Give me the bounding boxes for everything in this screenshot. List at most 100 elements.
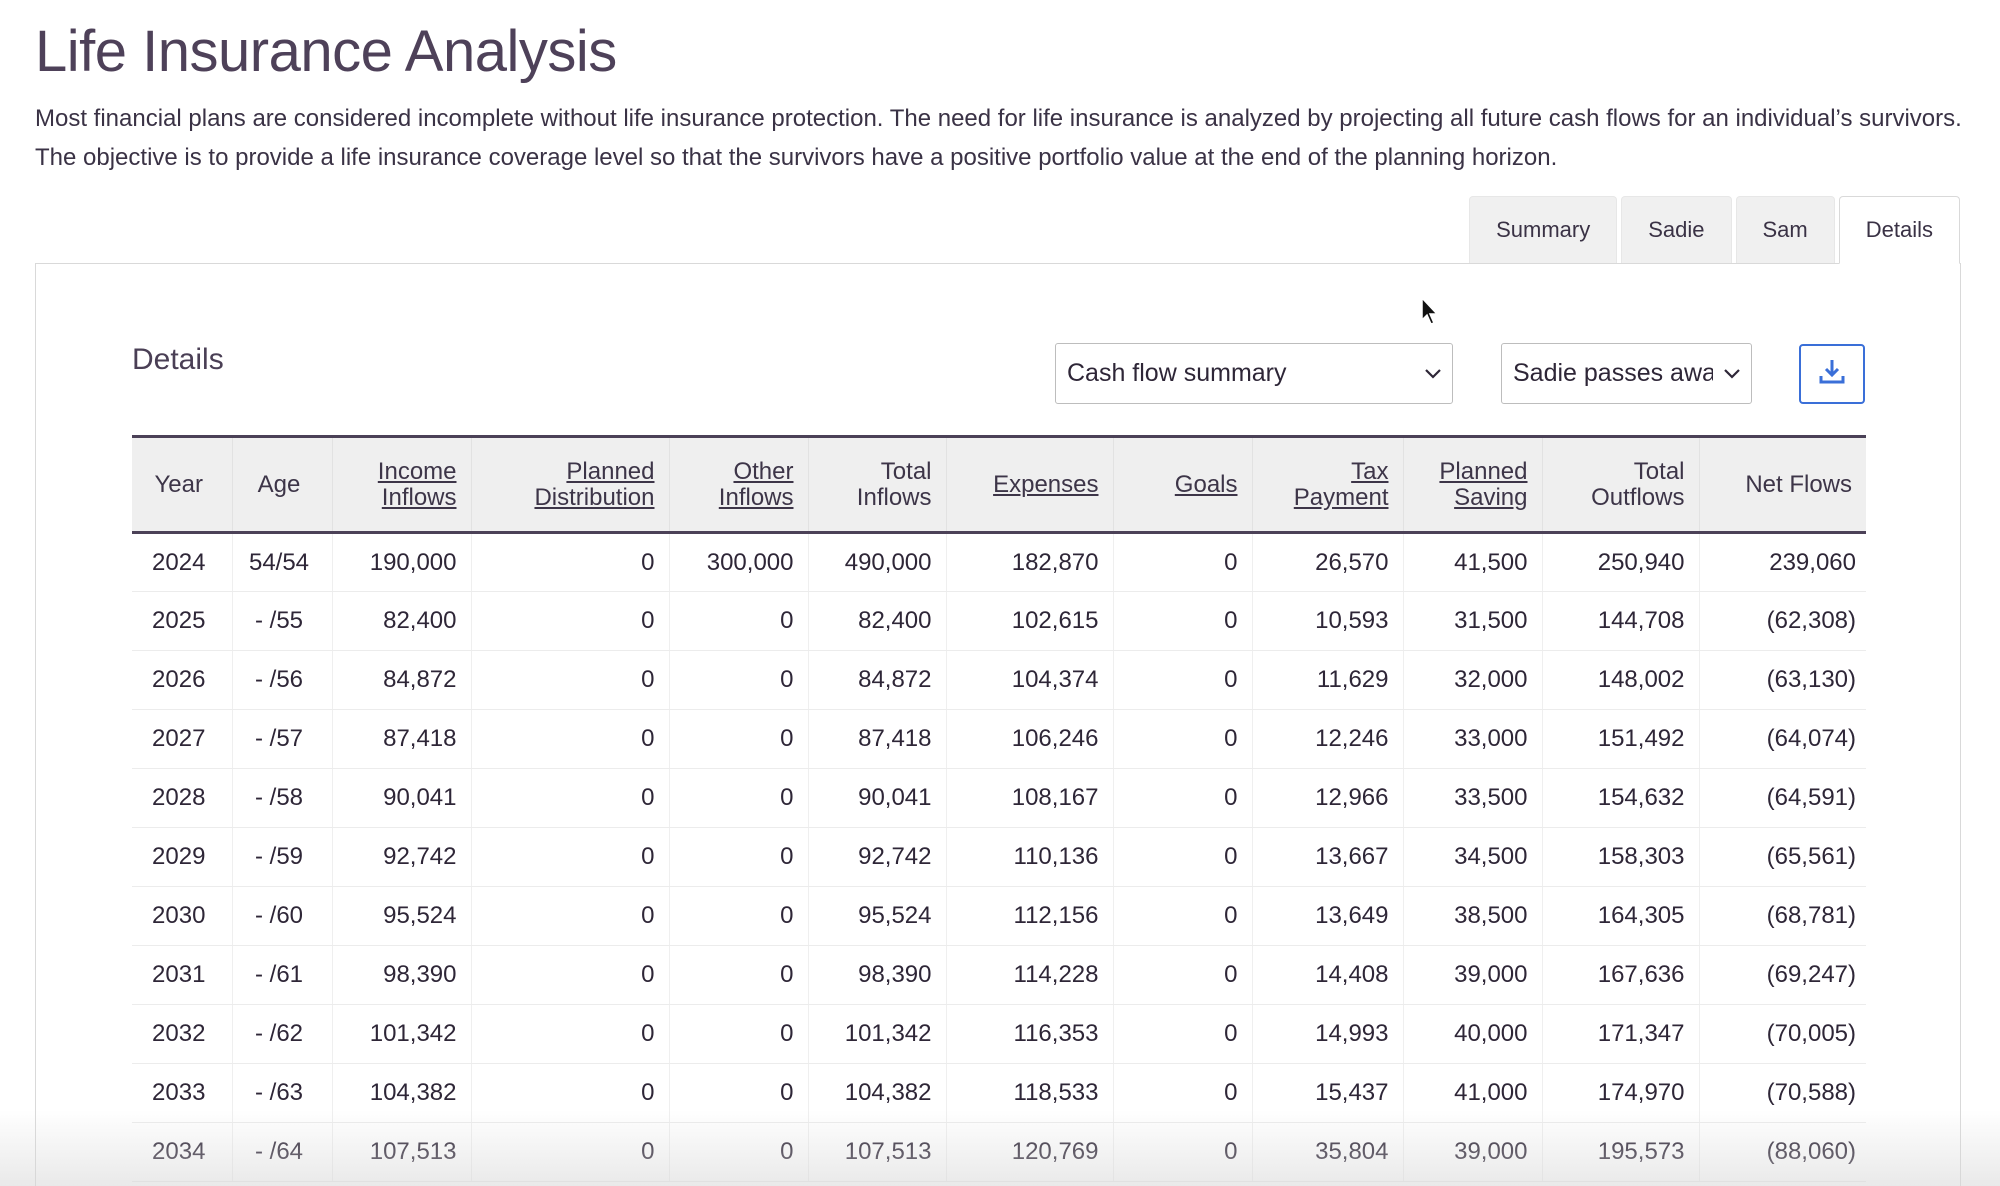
cell-income-inflows: 190,000 xyxy=(332,532,472,592)
cell-year: 2033 xyxy=(132,1063,233,1123)
cell-other-inflows: 0 xyxy=(669,768,809,828)
cell-other-inflows: 0 xyxy=(669,591,809,651)
tab-details[interactable]: Details xyxy=(1838,196,1960,264)
cell-tax-payment: 10,593 xyxy=(1252,591,1404,651)
header-line: Goals xyxy=(1174,470,1238,498)
cell-year: 2031 xyxy=(132,945,233,1005)
cell-other-inflows: 0 xyxy=(669,945,809,1005)
header-expenses[interactable]: Expenses xyxy=(946,435,1114,534)
cell-total-inflows: 84,872 xyxy=(808,650,947,710)
cell-income-inflows: 92,742 xyxy=(332,827,472,887)
cell-tax-payment: 12,246 xyxy=(1252,709,1404,769)
cell-year: 2026 xyxy=(132,650,233,710)
cell-income-inflows: 84,872 xyxy=(332,650,472,710)
header-other-inflows-label[interactable]: Other Inflows xyxy=(719,458,794,511)
cell-expenses: 120,769 xyxy=(946,1122,1114,1182)
cell-total-outflows: 171,347 xyxy=(1542,1004,1700,1064)
cell-net-flows: (68,781) xyxy=(1699,886,1866,946)
cell-total-inflows: 98,390 xyxy=(808,945,947,1005)
cell-goals: 0 xyxy=(1113,591,1253,651)
cell-net-flows: (64,074) xyxy=(1699,709,1866,769)
header-planned-saving[interactable]: Planned Saving xyxy=(1403,435,1543,534)
cell-planned-distribution: 0 xyxy=(471,1063,670,1123)
cell-planned-distribution: 0 xyxy=(471,886,670,946)
download-icon xyxy=(1817,357,1847,392)
cell-total-inflows: 82,400 xyxy=(808,591,947,651)
header-age: Age xyxy=(232,435,333,534)
cell-year: 2034 xyxy=(132,1122,233,1182)
header-line: Tax xyxy=(1351,457,1389,485)
cell-expenses: 112,156 xyxy=(946,886,1114,946)
view-select[interactable]: Cash flow summary xyxy=(1055,343,1453,404)
header-other-inflows[interactable]: Other Inflows xyxy=(669,435,809,534)
cell-planned-distribution: 0 xyxy=(471,827,670,887)
cell-age: - /60 xyxy=(232,886,333,946)
table-row: 2033- /63 104,382 0 0 104,382 118,533 0 15,437 4… xyxy=(132,1063,1866,1123)
cell-age: - /62 xyxy=(232,1004,333,1064)
header-planned-distribution[interactable]: Planned Distribution xyxy=(471,435,670,534)
cell-total-outflows: 250,940 xyxy=(1542,532,1700,592)
cell-tax-payment: 11,629 xyxy=(1252,650,1404,710)
header-goals[interactable]: Goals xyxy=(1113,435,1253,534)
chevron-down-icon xyxy=(1713,367,1751,380)
cell-year: 2032 xyxy=(132,1004,233,1064)
tab-sam[interactable]: Sam xyxy=(1735,196,1835,263)
cell-expenses: 118,533 xyxy=(946,1063,1114,1123)
cell-expenses: 114,228 xyxy=(946,945,1114,1005)
view-select-value: Cash flow summary xyxy=(1067,359,1287,387)
header-planned-distribution-label[interactable]: Planned Distribution xyxy=(534,458,654,511)
cell-net-flows: (64,591) xyxy=(1699,768,1866,828)
table-row: 2031- /61 98,390 0 0 98,390 114,228 0 14,408 39,… xyxy=(132,945,1866,1005)
cell-planned-distribution: 0 xyxy=(471,709,670,769)
cell-planned-saving: 39,000 xyxy=(1403,1122,1543,1182)
tab-sadie[interactable]: Sadie xyxy=(1621,196,1732,263)
cell-planned-saving: 39,000 xyxy=(1403,945,1543,1005)
header-line: Age xyxy=(257,470,301,498)
table-row: 2027- /57 87,418 0 0 87,418 106,246 0 12,246 33,… xyxy=(132,709,1866,769)
cell-total-outflows: 148,002 xyxy=(1542,650,1700,710)
table-row: 2028- /58 90,041 0 0 90,041 108,167 0 12,966 33,… xyxy=(132,768,1866,828)
header-income-inflows-label[interactable]: Income Inflows xyxy=(378,458,457,511)
cell-net-flows: (70,005) xyxy=(1699,1004,1866,1064)
header-line: Net Flows xyxy=(1745,470,1852,498)
cell-income-inflows: 87,418 xyxy=(332,709,472,769)
cash-flow-table: Year Age Income Inflows Planned Distribution O… xyxy=(132,435,1866,1182)
header-goals-label[interactable]: Goals xyxy=(1175,471,1238,498)
cell-total-outflows: 151,492 xyxy=(1542,709,1700,769)
page-intro: Most financial plans are considered inco… xyxy=(35,105,1962,171)
header-total-outflows-label: Total Outflows xyxy=(1591,458,1684,511)
cell-total-outflows: 154,632 xyxy=(1542,768,1700,828)
cell-tax-payment: 13,649 xyxy=(1252,886,1404,946)
cell-goals: 0 xyxy=(1113,768,1253,828)
cell-net-flows: (70,588) xyxy=(1699,1063,1866,1123)
cell-expenses: 106,246 xyxy=(946,709,1114,769)
cell-goals: 0 xyxy=(1113,827,1253,887)
header-line: Payment xyxy=(1293,483,1389,511)
header-tax-payment-label[interactable]: Tax Payment xyxy=(1294,458,1389,511)
table-row: 2030- /60 95,524 0 0 95,524 112,156 0 13,649 38,… xyxy=(132,886,1866,946)
cell-planned-distribution: 0 xyxy=(471,650,670,710)
cell-total-outflows: 158,303 xyxy=(1542,827,1700,887)
table-row: 2024 54/54 190,000 0 300,000 490,000 182,870 0 2… xyxy=(132,532,1866,592)
tab-summary[interactable]: Summary xyxy=(1469,196,1618,263)
cell-year: 2027 xyxy=(132,709,233,769)
cell-planned-distribution: 0 xyxy=(471,532,670,592)
header-expenses-label[interactable]: Expenses xyxy=(993,471,1098,498)
cell-other-inflows: 0 xyxy=(669,650,809,710)
header-tax-payment[interactable]: Tax Payment xyxy=(1252,435,1404,534)
cell-expenses: 110,136 xyxy=(946,827,1114,887)
header-year: Year xyxy=(132,435,233,534)
scenario-select[interactable]: Sadie passes away xyxy=(1501,343,1752,404)
header-line: Outflows xyxy=(1591,483,1685,511)
header-income-inflows[interactable]: Income Inflows xyxy=(332,435,472,534)
header-planned-saving-label[interactable]: Planned Saving xyxy=(1439,458,1527,511)
header-line: Total xyxy=(880,457,932,485)
cell-age: - /57 xyxy=(232,709,333,769)
header-age-label: Age xyxy=(258,471,301,498)
download-button[interactable] xyxy=(1799,344,1865,404)
header-line: Saving xyxy=(1454,483,1528,511)
header-total-outflows: Total Outflows xyxy=(1542,435,1700,534)
cell-age: - /63 xyxy=(232,1063,333,1123)
cell-other-inflows: 0 xyxy=(669,709,809,769)
header-line: Income xyxy=(377,457,457,485)
